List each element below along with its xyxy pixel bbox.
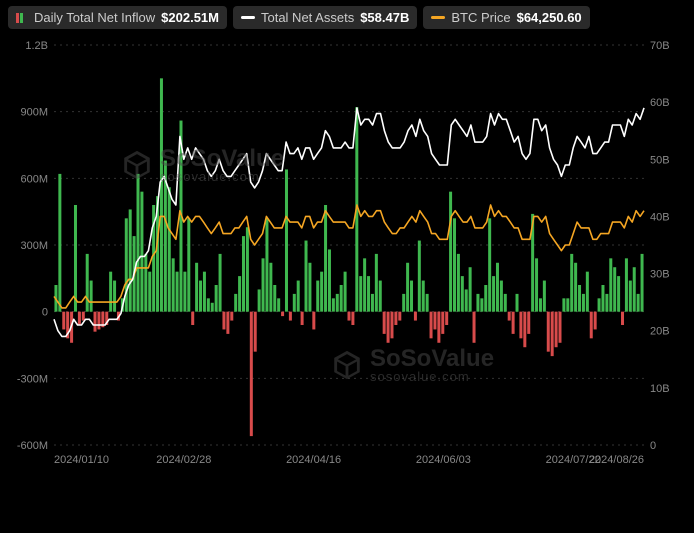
svg-text:10B: 10B xyxy=(650,383,670,395)
legend-label: Daily Total Net Inflow xyxy=(34,10,155,25)
svg-text:0: 0 xyxy=(650,440,656,452)
svg-text:600M: 600M xyxy=(20,173,48,185)
svg-text:0: 0 xyxy=(42,307,48,319)
legend-item-inflow: Daily Total Net Inflow $202.51M xyxy=(8,6,227,29)
line-icon xyxy=(431,16,445,19)
svg-text:-300M: -300M xyxy=(17,373,48,385)
svg-text:30B: 30B xyxy=(650,269,670,281)
svg-text:60B: 60B xyxy=(650,97,670,109)
svg-text:20B: 20B xyxy=(650,326,670,338)
chart-area: -600M -300M 0 300M 600M 900M 1.2B 0 10B 20B 30B 40B… xyxy=(0,35,694,500)
svg-text:2024/02/28: 2024/02/28 xyxy=(156,454,211,466)
svg-text:-600M: -600M xyxy=(17,440,48,452)
svg-text:900M: 900M xyxy=(20,107,48,119)
svg-text:2024/08/26: 2024/08/26 xyxy=(589,454,644,466)
svg-text:2024/06/03: 2024/06/03 xyxy=(416,454,471,466)
legend-value: $202.51M xyxy=(161,10,219,25)
legend-value: $64,250.60 xyxy=(517,10,582,25)
legend-item-btc: BTC Price $64,250.60 xyxy=(423,6,589,29)
svg-text:70B: 70B xyxy=(650,40,670,52)
legend: Daily Total Net Inflow $202.51M Total Ne… xyxy=(0,0,694,35)
line-icon xyxy=(241,16,255,19)
svg-text:40B: 40B xyxy=(650,211,670,223)
legend-label: Total Net Assets xyxy=(261,10,354,25)
svg-text:2024/04/16: 2024/04/16 xyxy=(286,454,341,466)
svg-text:1.2B: 1.2B xyxy=(25,40,48,52)
legend-item-assets: Total Net Assets $58.47B xyxy=(233,6,417,29)
svg-text:300M: 300M xyxy=(20,240,48,252)
svg-text:50B: 50B xyxy=(650,154,670,166)
svg-text:2024/01/10: 2024/01/10 xyxy=(54,454,109,466)
legend-value: $58.47B xyxy=(360,10,409,25)
legend-label: BTC Price xyxy=(451,10,510,25)
chart-svg: -600M -300M 0 300M 600M 900M 1.2B 0 10B 20B 30B 40B… xyxy=(0,35,694,500)
bars-icon xyxy=(16,13,28,23)
